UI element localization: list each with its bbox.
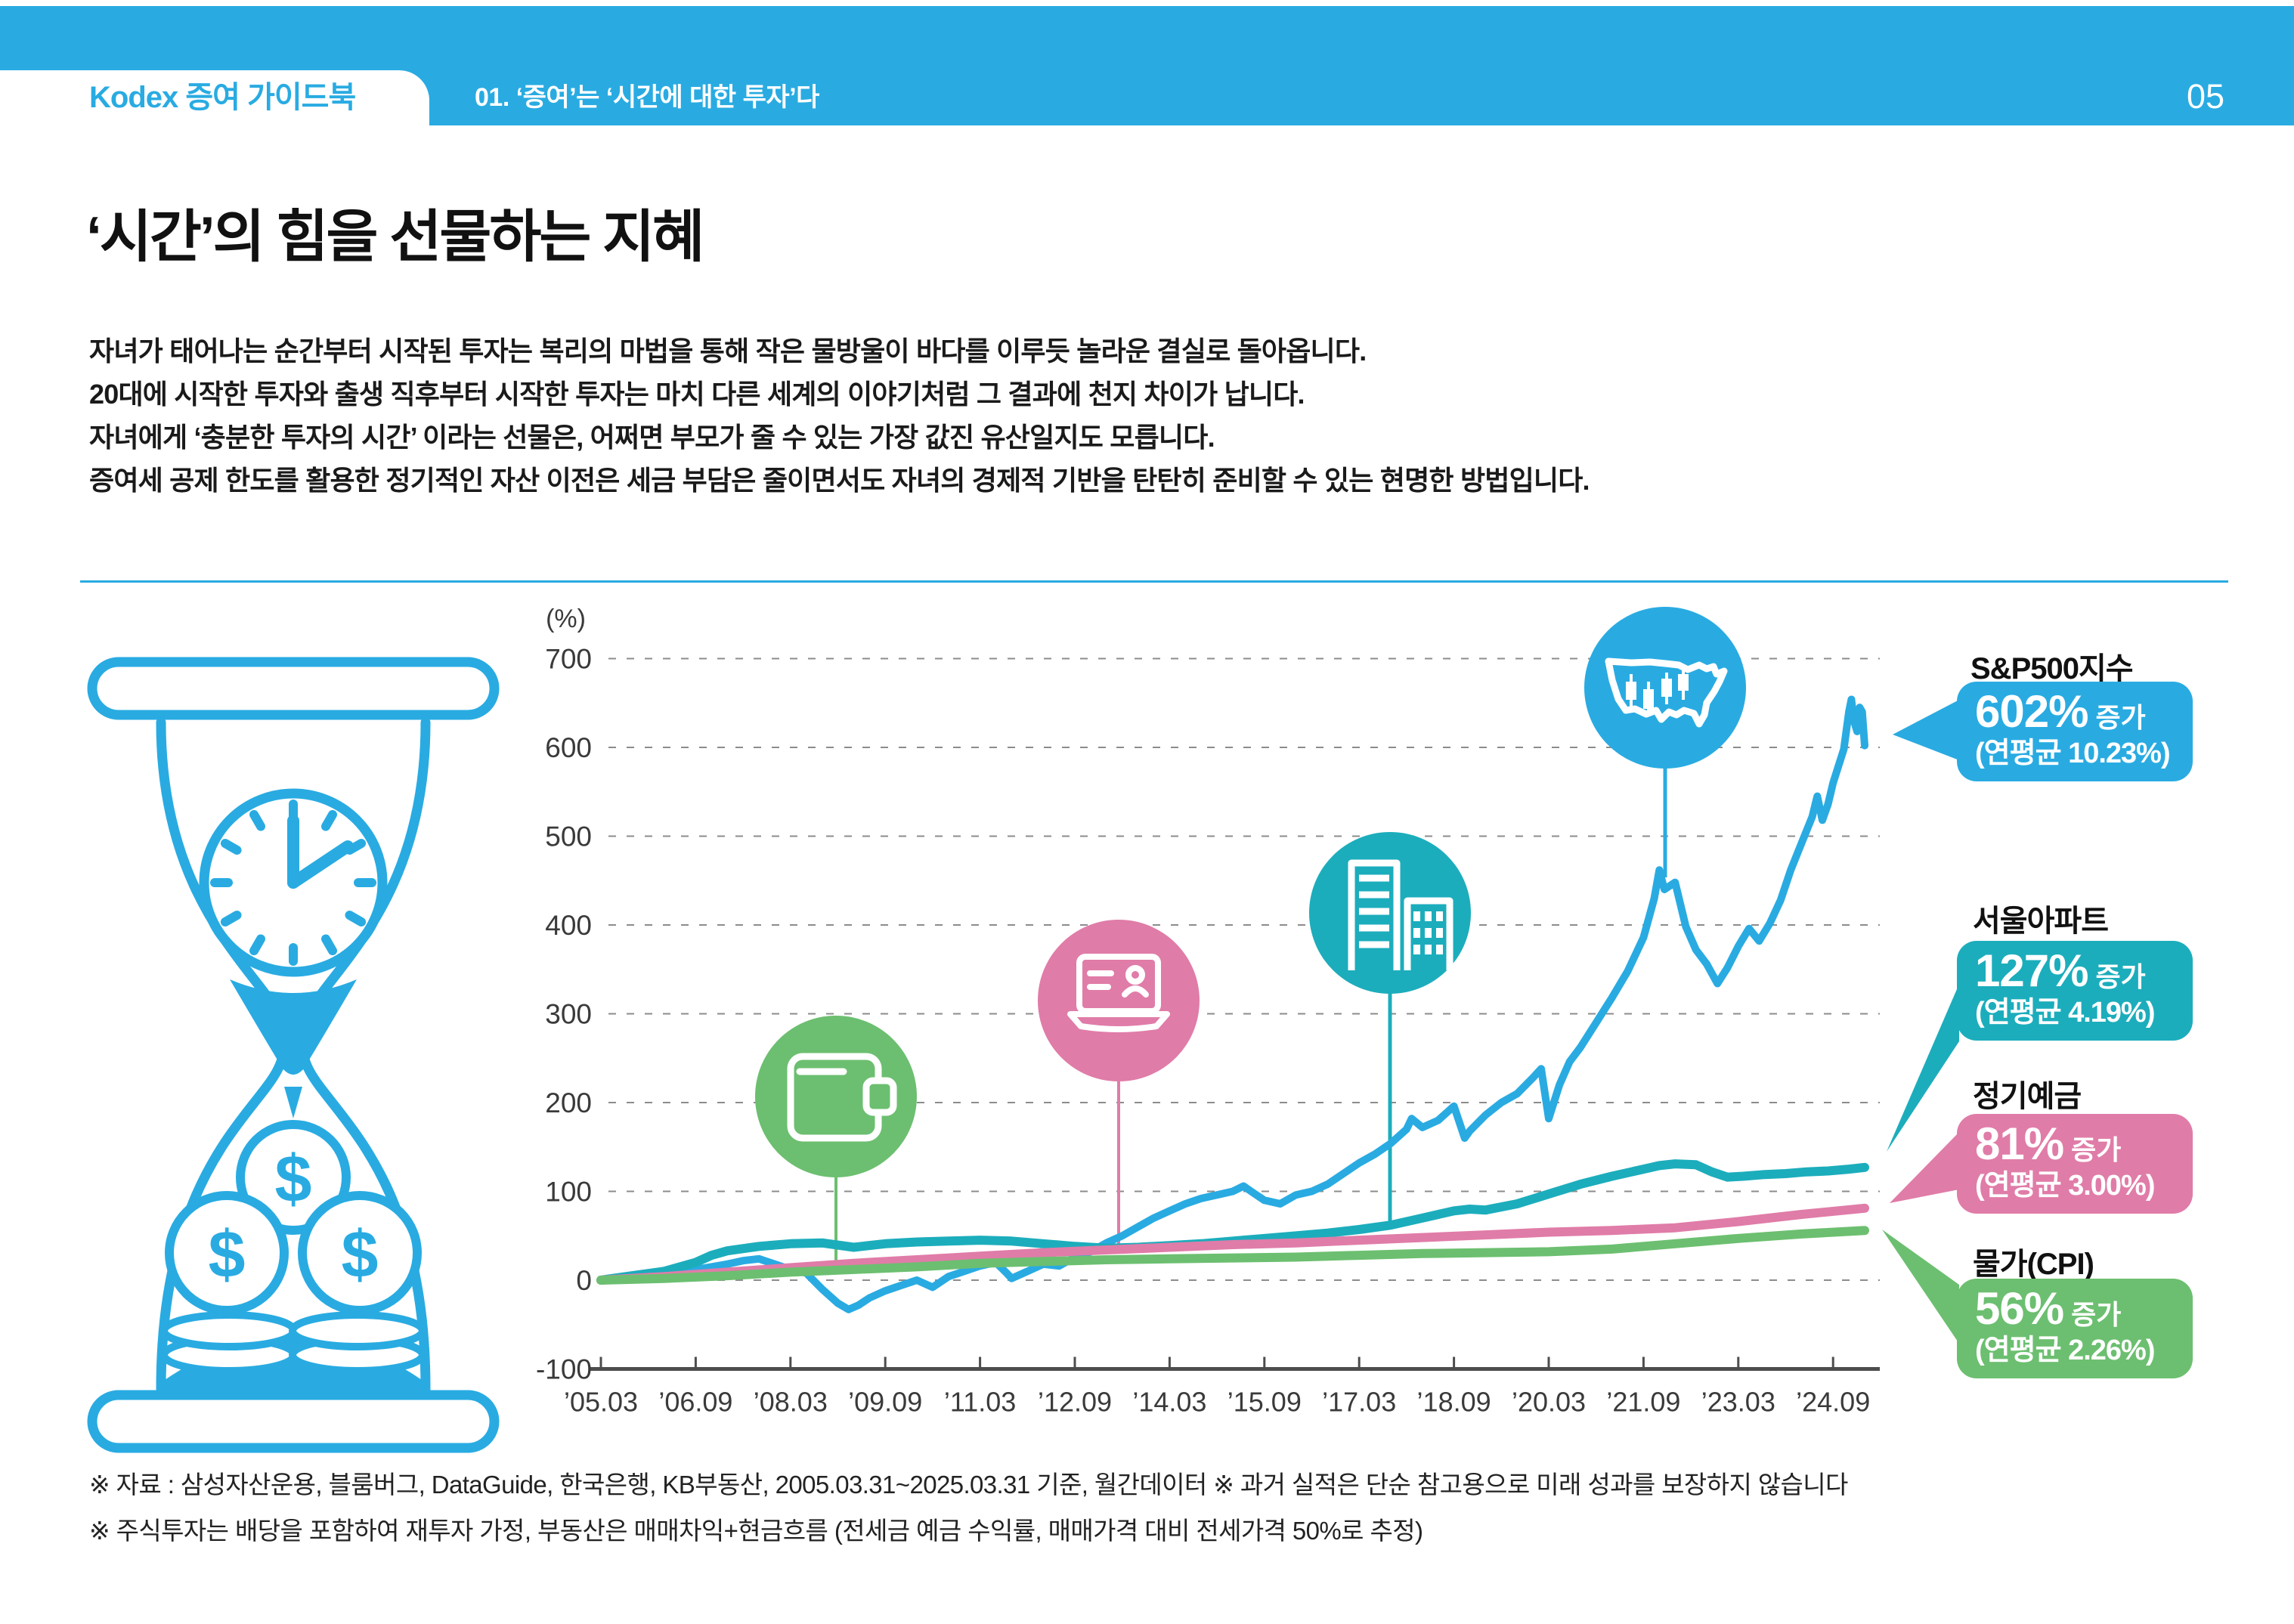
header-band: Kodex 증여 가이드북 01. ‘증여’는 ‘시간에 대한 투자’다 05 xyxy=(0,6,2294,125)
callout-box-deposit: 81% 증가 (연평균 3.00%) xyxy=(1957,1114,2193,1214)
x-tick-label: ’14.03 xyxy=(1132,1387,1206,1418)
callout-title-seoul: 서울아파트 xyxy=(1973,905,2109,938)
marker-usa xyxy=(1584,607,1746,769)
x-tick-label: ’06.09 xyxy=(658,1387,732,1418)
callout-pct: 81% xyxy=(1975,1118,2064,1169)
chart-grid: 700 600 500 400 300 200 100 0 -100 (%) ’05.03 ’06.0… xyxy=(536,605,1880,1418)
body-paragraph: 자녀가 태어나는 순간부터 시작된 투자는 복리의 마법을 통해 작은 물방울이… xyxy=(89,329,1590,502)
x-tick-label: ’09.09 xyxy=(848,1387,922,1418)
footnote-line: ※ 자료 : 삼성자산운용, 블룸버그, DataGuide, 한국은행, KB… xyxy=(89,1471,1848,1499)
callout-average: (연평균 2.26%) xyxy=(1975,1335,2156,1366)
series-cpi xyxy=(596,1226,1869,1285)
hourglass-bottom-cap xyxy=(87,1390,500,1453)
buildings-icon xyxy=(1348,859,1453,970)
callout-title-cpi: 물가(CPI) xyxy=(1973,1248,2094,1281)
body-line: 증여세 공제 한도를 활용한 정기적인 자산 이전은 세금 부담은 줄이면서도 … xyxy=(89,465,1590,496)
callout-box-cpi: 56% 증가 (연평균 2.26%) xyxy=(1957,1279,2193,1378)
series-sp500 xyxy=(597,695,1868,1313)
y-tick-label: 600 xyxy=(545,732,592,763)
x-tick-label: ’18.09 xyxy=(1417,1387,1491,1418)
callout-box-sp500: 602% 증가 (연평균 10.23%) xyxy=(1957,682,2193,781)
callout-pct: 56% xyxy=(1975,1283,2064,1334)
x-tick-label: ’08.03 xyxy=(754,1387,828,1418)
y-tick-label: 200 xyxy=(545,1087,592,1118)
page-number: 05 xyxy=(2186,77,2224,116)
callout-suffix: 증가 xyxy=(2071,1134,2122,1165)
section-title: 01. ‘증여’는 ‘시간에 대한 투자’다 xyxy=(475,83,819,112)
footnotes: ※ 자료 : 삼성자산운용, 블룸버그, DataGuide, 한국은행, KB… xyxy=(89,1462,1848,1554)
footnote-line: ※ 주식투자는 배당을 포함하여 재투자 가정, 부동산은 매매차익+현금흐름 … xyxy=(89,1517,1423,1545)
chart-series xyxy=(596,695,1869,1313)
callout-average: (연평균 10.23%) xyxy=(1975,738,2171,769)
marker-laptop xyxy=(1038,920,1200,1081)
hourglass-illustration: $ $ $ xyxy=(87,657,500,1453)
growth-comparison-chart: 700 600 500 400 300 200 100 0 -100 (%) ’05.03 ’06.0… xyxy=(536,605,1959,1418)
y-tick-label: -100 xyxy=(536,1354,592,1385)
callout-title-sp500: S&P500지수 xyxy=(1970,652,2134,685)
callout-tail-cpi xyxy=(1882,1230,1959,1344)
x-tick-label: ’15.09 xyxy=(1227,1387,1302,1418)
callout-suffix: 증가 xyxy=(2071,1299,2122,1330)
marker-stems xyxy=(834,767,1667,1273)
callout-tail-seoul xyxy=(1887,984,1959,1152)
body-line: 20대에 시작한 투자와 출생 직후부터 시작한 투자는 마치 다른 세계의 이… xyxy=(89,379,1305,410)
y-axis-unit: (%) xyxy=(546,605,586,633)
y-tick-label: 100 xyxy=(545,1177,592,1208)
marker-wallet xyxy=(755,1016,917,1177)
brand-box: Kodex 증여 가이드북 xyxy=(0,70,429,125)
callout-suffix: 증가 xyxy=(2095,961,2146,992)
x-tick-label: ’23.03 xyxy=(1701,1387,1775,1418)
brand-title: Kodex 증여 가이드북 xyxy=(89,81,356,114)
series-seoul_apt xyxy=(596,1159,1869,1285)
dollar-signs: $ $ $ xyxy=(209,1141,379,1291)
callout-suffix: 증가 xyxy=(2095,702,2146,733)
y-tick-label: 0 xyxy=(576,1265,592,1296)
sand-stream xyxy=(284,1087,302,1118)
callout-average: (연평균 4.19%) xyxy=(1975,997,2156,1029)
divider-rule xyxy=(80,580,2228,583)
x-tick-label: ’21.09 xyxy=(1606,1387,1680,1418)
callout-pct: 127% xyxy=(1975,945,2088,996)
body-line: 자녀에게 ‘충분한 투자의 시간’ 이라는 선물은, 어쩌면 부모가 줄 수 있… xyxy=(89,422,1215,453)
coin-stacks xyxy=(160,1311,426,1375)
y-tick-label: 300 xyxy=(545,999,592,1030)
hourglass-top-cap xyxy=(87,657,500,720)
callout-box-seoul: 127% 증가 (연평균 4.19%) xyxy=(1957,941,2193,1041)
marker-buildings xyxy=(1309,832,1471,994)
y-tick-label: 700 xyxy=(545,644,592,675)
laptop-person-icon xyxy=(1067,954,1170,1032)
clock-icon xyxy=(199,788,388,977)
x-tick-label: ’24.09 xyxy=(1796,1387,1870,1418)
wallet-icon xyxy=(787,1053,897,1142)
y-tick-label: 500 xyxy=(545,821,592,852)
x-tick-label: ’20.03 xyxy=(1512,1387,1586,1418)
usa-map-candlestick-icon xyxy=(1605,657,1728,728)
series-deposit xyxy=(596,1203,1869,1285)
callout-tails xyxy=(1882,700,1959,1344)
dollar-coins xyxy=(165,1120,422,1315)
callout-tail-deposit xyxy=(1890,1132,1959,1203)
callout-title-deposit: 정기예금 xyxy=(1973,1080,2082,1113)
callout-average: (연평균 3.00%) xyxy=(1975,1170,2156,1202)
x-tick-label: ’11.03 xyxy=(944,1387,1016,1418)
candlesticks xyxy=(1626,668,1689,716)
callout-pct: 602% xyxy=(1975,686,2088,737)
callout-tail-sp500 xyxy=(1893,700,1959,760)
y-tick-label: 400 xyxy=(545,910,592,941)
svg-text:$: $ xyxy=(342,1217,379,1291)
page-title: ‘시간’의 힘을 선물하는 지혜 xyxy=(86,205,704,268)
x-tick-label: ’05.03 xyxy=(564,1387,638,1418)
building-windows xyxy=(1413,911,1443,954)
sand-funnel xyxy=(230,979,357,1075)
x-tick-label: ’17.03 xyxy=(1322,1387,1396,1418)
x-tick-label: ’12.09 xyxy=(1038,1387,1112,1418)
svg-text:$: $ xyxy=(275,1141,312,1216)
body-line: 자녀가 태어나는 순간부터 시작된 투자는 복리의 마법을 통해 작은 물방울이… xyxy=(89,336,1367,367)
svg-text:$: $ xyxy=(209,1217,246,1291)
